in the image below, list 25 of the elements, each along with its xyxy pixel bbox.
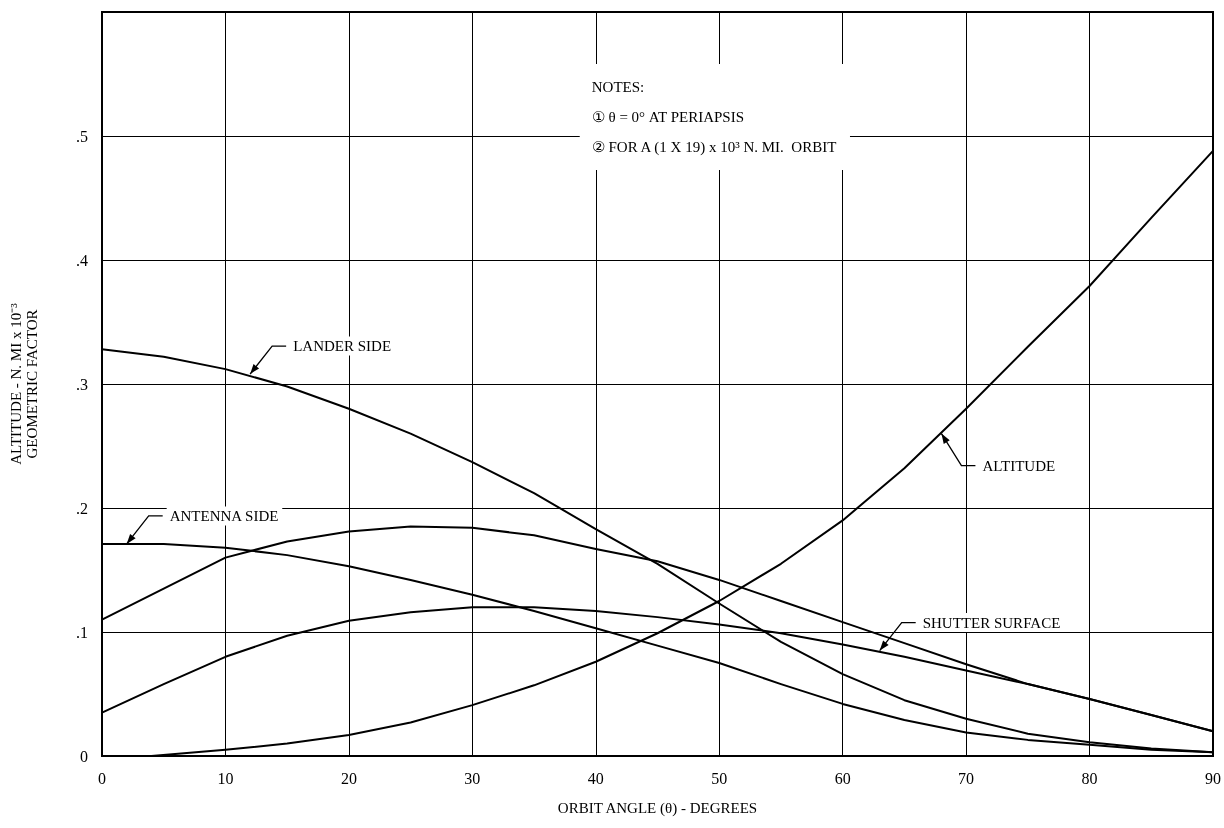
annotation: LANDER SIDE [293,338,392,355]
annotation: SHUTTER SURFACE [922,614,1061,631]
y-tick-label: .1 [76,623,88,641]
x-tick-label: 80 [1081,769,1098,787]
x-axis-title: ORBIT ANGLE (θ) - DEGREES [557,799,758,817]
y-tick-label: 0 [80,747,88,765]
annotation: ANTENNA SIDE [169,507,279,524]
x-tick-label: 10 [217,769,234,787]
x-tick-label: 20 [340,769,357,787]
x-tick-label: 60 [834,769,851,787]
annotation: ALTITUDE [982,457,1056,474]
x-tick-label: 30 [464,769,481,787]
x-tick-label: 50 [711,769,728,787]
y-tick-label: .4 [76,251,88,269]
y-tick-label: .5 [76,127,88,145]
annotation: ② FOR A (1 X 19) x 10³ N. MI. ORBIT [591,139,837,157]
y-axis-title: ALTITUDE - N. MI x 10⁻³ GEOMETRIC FACTOR [8,302,40,465]
x-tick-label: 90 [1205,769,1221,787]
y-tick-label: .2 [76,499,88,517]
y-tick-label: .3 [76,375,88,393]
annotation: ① θ = 0° AT PERIAPSIS [591,109,745,126]
annotation: NOTES: [591,79,645,96]
x-tick-label: 70 [958,769,975,787]
x-tick-label: 0 [98,769,106,787]
x-tick-label: 40 [587,769,604,787]
